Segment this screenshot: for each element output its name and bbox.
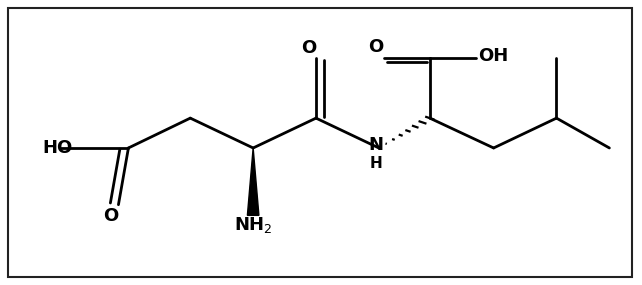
Text: HO: HO: [42, 139, 73, 157]
Text: H: H: [370, 156, 383, 171]
Text: O: O: [103, 207, 118, 225]
Text: NH$_2$: NH$_2$: [234, 215, 272, 235]
Text: O: O: [300, 40, 316, 58]
Polygon shape: [247, 148, 259, 215]
Text: OH: OH: [478, 46, 508, 65]
Text: N: N: [369, 136, 384, 154]
Text: O: O: [369, 38, 384, 56]
